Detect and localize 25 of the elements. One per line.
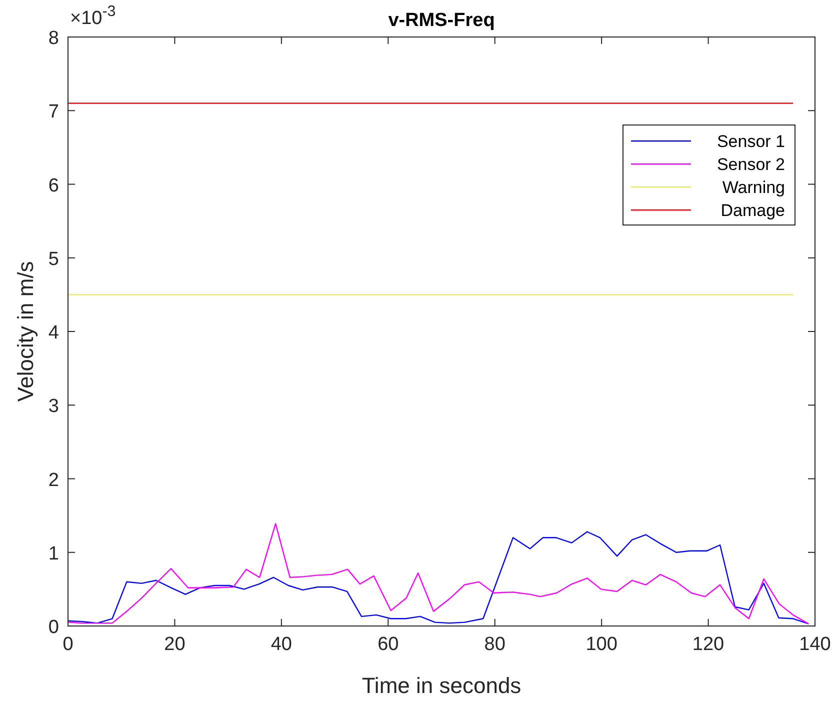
legend-label: Damage: [720, 201, 785, 220]
y-tick-label: 3: [48, 396, 59, 418]
y-axis-title: Velocity in m/s: [13, 261, 38, 402]
y-tick-label: 5: [48, 248, 59, 270]
legend-label: Sensor 2: [716, 155, 785, 174]
x-tick-label: 120: [692, 634, 724, 655]
x-tick-label: 80: [484, 634, 506, 655]
x-tick-label: 20: [164, 634, 186, 655]
y-tick-label: 6: [48, 175, 59, 196]
chart-title: v-RMS-Freq: [388, 10, 495, 31]
x-tick-label: 40: [270, 634, 292, 655]
y-tick-label: 4: [48, 322, 60, 344]
y-tick-label: 7: [48, 102, 59, 123]
x-axis-title: Time in seconds: [362, 673, 522, 698]
y-tick-label: 2: [48, 470, 59, 491]
x-tick-label: 0: [62, 634, 74, 655]
y-tick-label: 0: [48, 617, 59, 638]
y-tick-label: 8: [48, 28, 59, 49]
text: ×10$^{-3}$: [70, 2, 116, 29]
x-tick-label: 140: [799, 634, 831, 655]
x-tick-label: 100: [586, 634, 618, 655]
legend-label: Warning: [722, 178, 785, 197]
y-tick-label: 1: [48, 543, 59, 564]
x-tick-label: 60: [378, 634, 399, 655]
legend-label: Sensor 1: [716, 132, 785, 151]
